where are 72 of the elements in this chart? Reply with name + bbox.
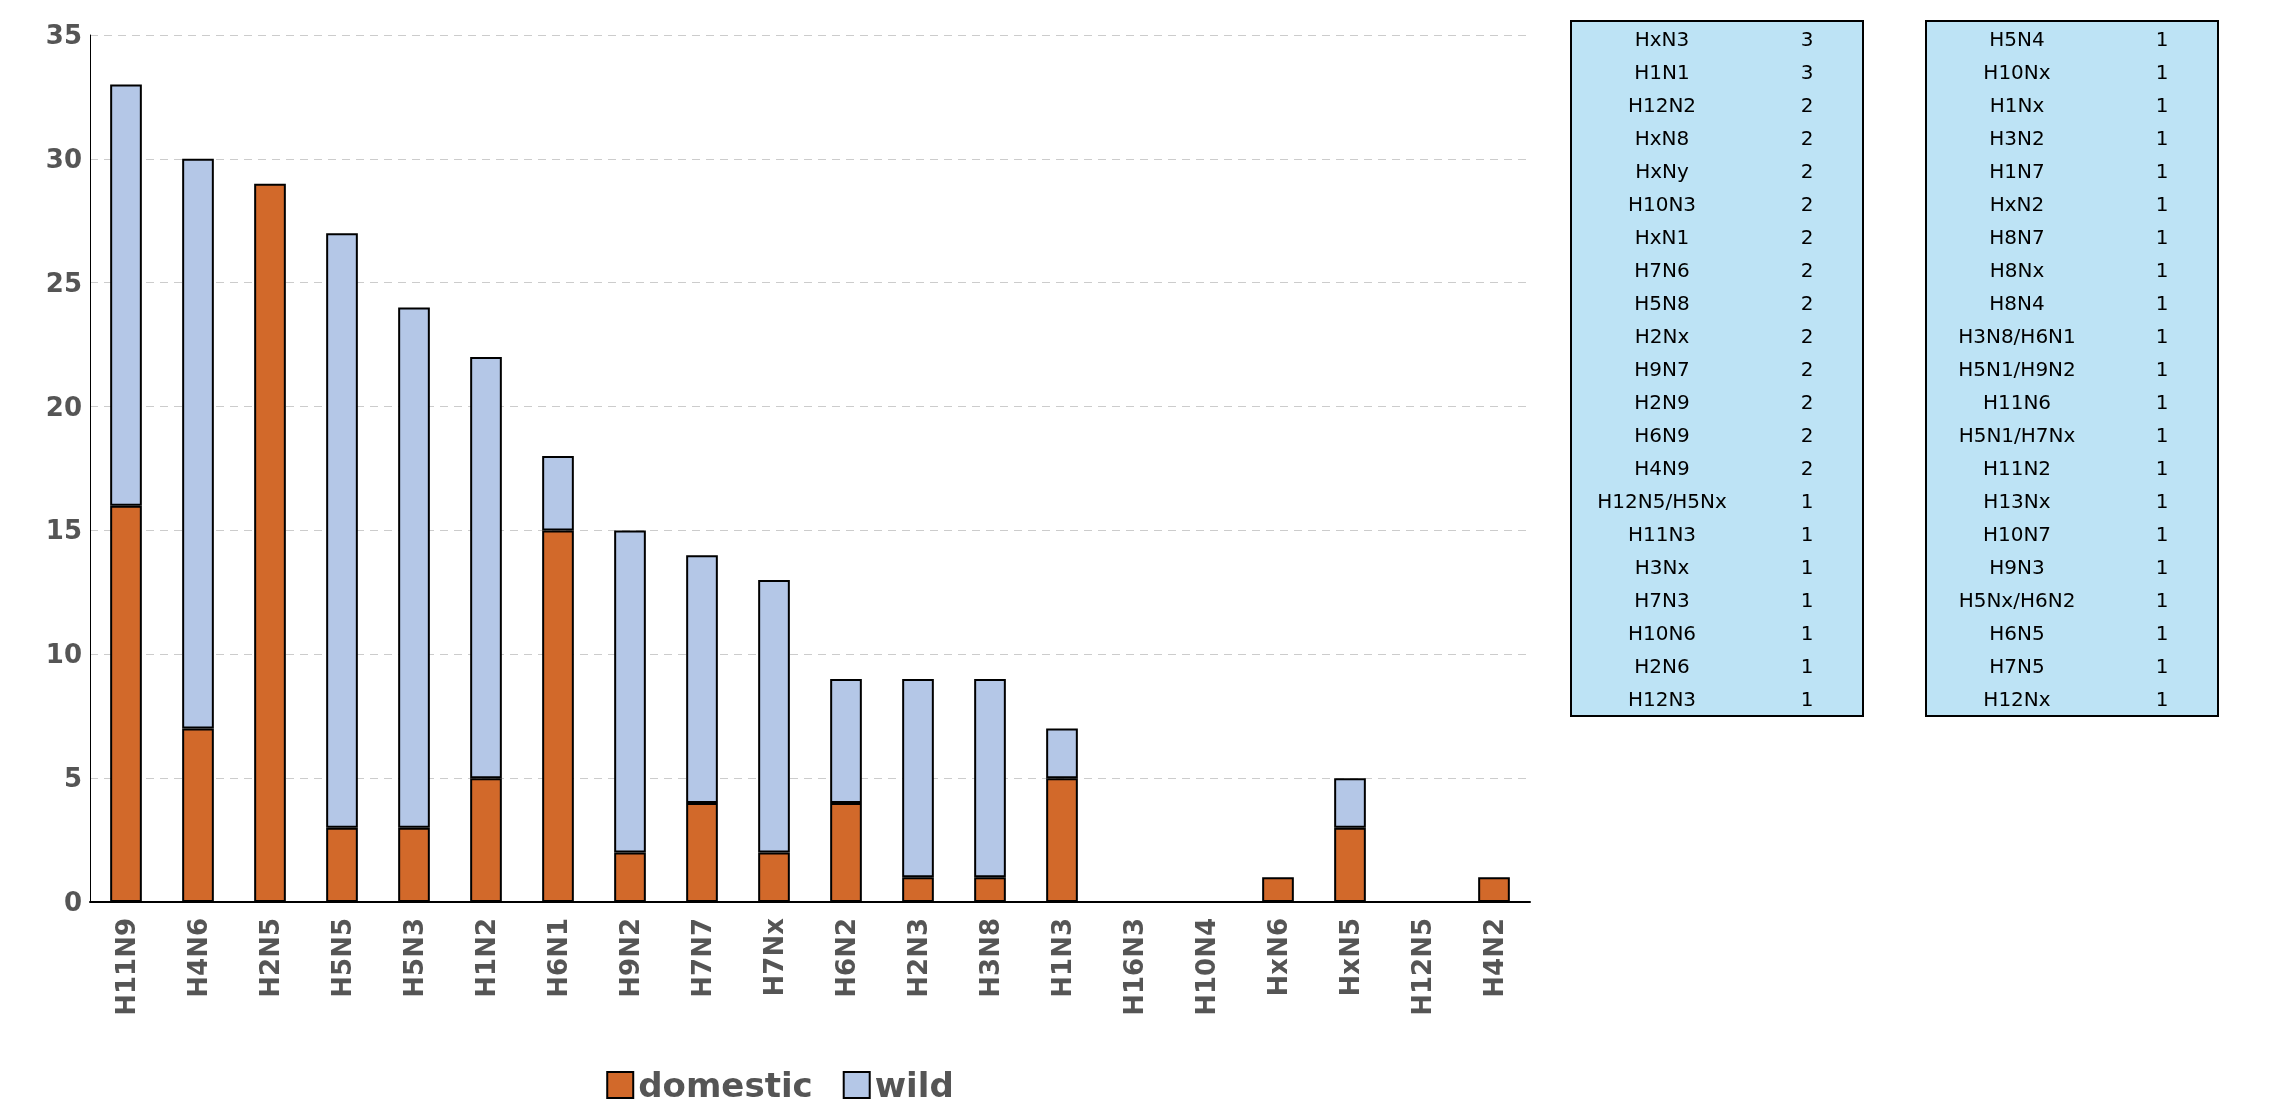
- text: H5N8 2: [1634, 290, 1814, 315]
- text: H1N7 1: [1989, 158, 2169, 183]
- x-tick-label: H9N2: [615, 918, 645, 998]
- y-tick-label: 20: [45, 391, 82, 422]
- text: H3Nx 1: [1634, 554, 1814, 579]
- text: HxN2 1: [1989, 191, 2169, 216]
- text: H11N2 1: [1982, 455, 2169, 480]
- text: H10N3 2: [1627, 191, 1814, 216]
- text: H8Nx 1: [1989, 257, 2169, 282]
- x-tick-label: H5N3: [399, 918, 429, 998]
- x-tick-label: H11N9: [111, 918, 141, 1016]
- text: H13Nx 1: [1983, 488, 2169, 513]
- x-tick-label: H7N7: [687, 918, 717, 998]
- x-tick-label: H4N2: [1479, 918, 1509, 998]
- x-tick-label: H1N2: [471, 918, 501, 998]
- text: H9N7 2: [1634, 356, 1814, 381]
- y-tick-label: 30: [45, 143, 82, 174]
- text: H7N3 1: [1634, 587, 1814, 612]
- x-tick-label: H12N5: [1407, 918, 1437, 1016]
- text: H10N6 1: [1627, 620, 1814, 645]
- x-tick-label: H7Nx: [759, 917, 789, 997]
- x-tick-label: H3N8: [975, 918, 1005, 998]
- text: H12N3 1: [1627, 686, 1814, 711]
- text: HxN3 3: [1634, 26, 1814, 51]
- legend-label: wild: [874, 1065, 954, 1105]
- x-tick-label: H2N3: [903, 918, 933, 998]
- text: HxN8 2: [1634, 125, 1814, 150]
- text: H12N5/H5Nx 1: [1597, 488, 1814, 513]
- x-tick-label: HxN6: [1263, 918, 1293, 997]
- y-tick-label: 15: [45, 515, 82, 546]
- text: H4N9 2: [1634, 455, 1814, 480]
- text: H1N1 3: [1634, 59, 1814, 84]
- x-tick-label: H6N1: [543, 918, 573, 998]
- text: H8N4 1: [1989, 290, 2169, 315]
- text: H5N1/H7Nx 1: [1958, 422, 2169, 447]
- x-tick-label: H2N5: [255, 918, 285, 998]
- text: H2N6 1: [1634, 653, 1814, 678]
- text: H11N6 1: [1982, 389, 2169, 414]
- legend-label: domestic: [638, 1065, 813, 1105]
- x-tick-label: H6N2: [831, 918, 861, 998]
- x-tick-label: H5N5: [327, 918, 357, 998]
- y-tick-label: 25: [45, 267, 82, 298]
- text: H3N8/H6N1 1: [1958, 323, 2169, 348]
- text: H7N6 2: [1634, 257, 1814, 282]
- text: H12Nx 1: [1983, 686, 2169, 711]
- text: H8N7 1: [1989, 224, 2169, 249]
- y-tick-label: 0: [63, 887, 82, 917]
- text: H10N7 1: [1982, 521, 2169, 546]
- text: H12N2 2: [1627, 92, 1814, 117]
- x-tick-label: HxN5: [1335, 918, 1365, 997]
- text: H2Nx 2: [1634, 323, 1814, 348]
- text: HxNy 2: [1635, 158, 1814, 183]
- text: H2N9 2: [1634, 389, 1814, 414]
- text: H6N9 2: [1634, 422, 1814, 447]
- y-tick-label: 10: [45, 639, 82, 670]
- x-tick-label: H10N4: [1191, 918, 1221, 1016]
- text: H11N3 1: [1627, 521, 1814, 546]
- y-tick-label: 5: [63, 763, 82, 794]
- text: H5N4 1: [1989, 26, 2169, 51]
- text: H7N5 1: [1989, 653, 2169, 678]
- text: H1Nx 1: [1989, 92, 2169, 117]
- text: H10Nx 1: [1983, 59, 2169, 84]
- y-tick-label: 35: [45, 20, 82, 50]
- x-tick-label: H1N3: [1047, 918, 1077, 998]
- text: H6N5 1: [1989, 620, 2169, 645]
- text: H9N3 1: [1989, 554, 2169, 579]
- text: H5Nx/H6N2 1: [1958, 587, 2169, 612]
- x-tick-label: H4N6: [183, 918, 213, 998]
- text: HxN1 2: [1634, 224, 1814, 249]
- x-tick-label: H16N3: [1119, 918, 1149, 1016]
- text: H3N2 1: [1989, 125, 2169, 150]
- text: H5N1/H9N2 1: [1958, 356, 2169, 381]
